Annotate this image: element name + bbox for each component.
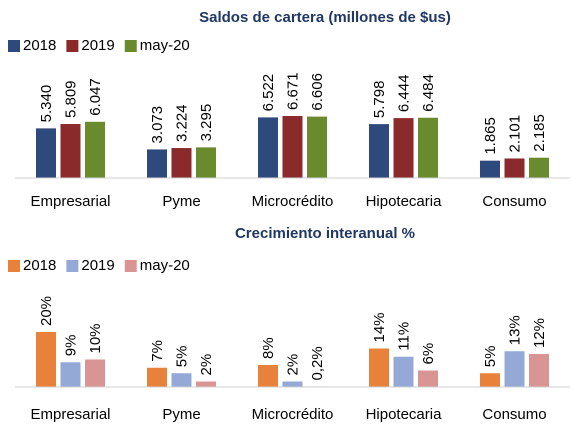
bar (480, 373, 500, 387)
value-label: 3.295 (198, 104, 215, 142)
bar (196, 147, 216, 178)
value-label: 6.671 (284, 72, 301, 110)
bar (307, 116, 327, 178)
x-tick-label: Microcrédito (252, 406, 334, 423)
value-label: 13% (506, 315, 523, 345)
legend-swatch (124, 260, 137, 272)
legend-swatch (66, 260, 79, 272)
value-label: 2.101 (506, 115, 523, 153)
legend-swatch (8, 40, 20, 52)
bar (529, 157, 549, 178)
value-label: 2% (284, 354, 301, 376)
x-tick-label: Empresarial (30, 406, 110, 423)
value-label: 2% (198, 354, 215, 376)
value-label: 3.224 (173, 104, 190, 142)
x-tick-label: Pyme (162, 406, 200, 423)
value-label: 5% (173, 346, 190, 368)
bar (36, 332, 56, 387)
legend-label: 2018 (23, 257, 56, 274)
bar (36, 128, 56, 178)
bar (85, 359, 105, 387)
bar (60, 362, 81, 387)
legend-label: may-20 (140, 37, 190, 54)
bar (504, 351, 525, 387)
bar (282, 116, 303, 178)
bar (480, 160, 500, 178)
value-label: 20% (38, 296, 55, 326)
value-label: 9% (62, 335, 79, 357)
bar (171, 148, 192, 178)
bar (393, 118, 414, 178)
value-label: 14% (371, 312, 388, 342)
bar (369, 124, 389, 178)
value-label: 6.606 (309, 73, 326, 111)
value-label: 6.444 (395, 75, 412, 113)
bar (258, 117, 278, 178)
value-label: 2.185 (531, 114, 548, 152)
bar (147, 367, 167, 387)
bar (196, 381, 216, 387)
x-tick-label: Consumo (482, 193, 546, 210)
value-label: 6.047 (87, 78, 104, 116)
legend-label: 2018 (23, 37, 56, 54)
value-label: 3.073 (149, 106, 166, 144)
value-label: 0,2% (309, 346, 326, 380)
value-label: 12% (531, 318, 548, 348)
value-label: 5.809 (62, 80, 79, 118)
bar (147, 149, 167, 178)
chart-title: Crecimiento interanual % (235, 225, 415, 242)
value-label: 7% (149, 340, 166, 362)
bar (418, 117, 438, 178)
value-label: 8% (260, 337, 277, 359)
legend-swatch (66, 40, 79, 52)
value-label: 6.522 (260, 74, 277, 112)
bar (369, 348, 389, 387)
value-label: 11% (395, 322, 412, 351)
value-label: 6.484 (420, 74, 437, 112)
bar (258, 365, 278, 387)
value-label: 6% (420, 343, 437, 365)
legend-label: 2019 (81, 37, 114, 54)
x-tick-label: Hipotecaria (366, 406, 443, 423)
x-tick-label: Hipotecaria (366, 193, 443, 210)
x-tick-label: Microcrédito (252, 193, 334, 210)
bar (171, 373, 192, 387)
value-label: 5.798 (371, 81, 388, 119)
bar (393, 356, 414, 387)
x-tick-label: Consumo (482, 406, 546, 423)
legend-swatch (124, 40, 137, 52)
bar (504, 158, 525, 178)
bar (85, 121, 105, 178)
legend-label: may-20 (140, 257, 190, 274)
chart-title: Saldos de cartera (millones de $us) (199, 9, 451, 26)
value-label: 5.340 (38, 85, 55, 123)
value-label: 10% (87, 323, 104, 353)
legend-swatch (8, 260, 20, 272)
legend-label: 2019 (81, 257, 114, 274)
value-label: 5% (482, 346, 499, 368)
x-tick-label: Empresarial (30, 193, 110, 210)
bar (418, 370, 438, 387)
value-label: 1.865 (482, 117, 499, 155)
bar (282, 381, 303, 387)
x-tick-label: Pyme (162, 193, 200, 210)
bar (529, 354, 549, 387)
bar (60, 124, 81, 178)
